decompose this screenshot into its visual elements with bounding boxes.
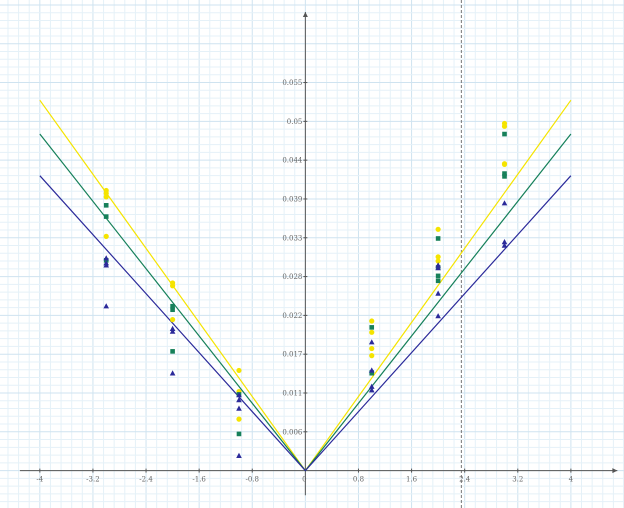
data-point-green xyxy=(502,171,507,176)
data-point-yellow xyxy=(501,123,508,129)
data-point-blue xyxy=(169,370,176,376)
y-tick-label: 0.006 xyxy=(282,428,303,436)
data-point-blue xyxy=(236,452,242,458)
y-axis-arrow xyxy=(302,11,308,17)
data-point-green xyxy=(369,325,375,330)
data-point-blue xyxy=(368,339,375,345)
data-point-green xyxy=(236,431,242,437)
y-tick-label: 0.017 xyxy=(282,351,302,359)
x-tick-label: -2.4 xyxy=(139,476,153,484)
x-tick-label: 2.4 xyxy=(459,476,471,484)
x-tick-label: -1.6 xyxy=(192,476,206,484)
data-point-blue xyxy=(368,383,375,389)
y-tick-label: 0.055 xyxy=(282,79,302,87)
data-point-blue xyxy=(236,405,242,411)
data-point-yellow xyxy=(369,353,375,359)
x-tick-label: -3.2 xyxy=(86,476,100,484)
x-tick-label: 4 xyxy=(569,476,574,484)
x-tick-label: 0.8 xyxy=(353,476,364,484)
data-point-yellow xyxy=(103,194,109,200)
series-line-blue xyxy=(39,175,572,472)
y-tick-label: 0.039 xyxy=(282,195,302,203)
data-point-green xyxy=(369,370,375,376)
data-point-blue xyxy=(169,325,176,331)
data-point-yellow xyxy=(236,367,242,374)
y-tick-label: 0.044 xyxy=(282,157,303,165)
data-point-blue xyxy=(435,313,441,319)
y-tick-label: 0.028 xyxy=(282,273,302,281)
data-point-green xyxy=(435,236,441,241)
data-point-yellow xyxy=(169,283,176,289)
y-tick-label: 0.033 xyxy=(282,234,302,242)
data-point-yellow xyxy=(103,233,109,239)
x-tick-label: -4 xyxy=(36,476,43,484)
data-point-yellow xyxy=(236,416,242,422)
data-point-blue xyxy=(103,303,110,309)
series-points xyxy=(103,120,508,458)
x-tick-label: 3.2 xyxy=(512,476,523,484)
y-tick-label: 0.022 xyxy=(282,312,302,320)
data-point-blue xyxy=(236,397,242,403)
data-point-blue xyxy=(103,262,110,268)
data-point-blue xyxy=(236,392,242,398)
data-point-blue xyxy=(501,200,508,206)
x-tick-label: -0.8 xyxy=(246,476,260,484)
x-axis-arrow xyxy=(612,468,618,474)
tick-labels: -4 -3.2 -2.4 -1.6 -0.8 0 0.8 1.6 2.4 3.2 4 0.006 0.0… xyxy=(36,79,573,484)
data-point-blue xyxy=(169,328,176,334)
data-point-blue xyxy=(368,387,375,393)
data-point-green xyxy=(170,307,175,313)
data-point-green xyxy=(435,278,441,284)
data-point-yellow xyxy=(435,258,441,264)
x-tick-label: 1.6 xyxy=(406,476,418,484)
data-point-green xyxy=(103,214,109,219)
y-tick-label: 0.05 xyxy=(287,118,303,126)
data-point-green xyxy=(435,273,441,279)
data-point-blue xyxy=(435,290,441,296)
data-point-yellow xyxy=(369,329,375,335)
y-tick-label: 0.011 xyxy=(282,389,302,397)
data-point-yellow xyxy=(435,254,441,260)
data-point-yellow xyxy=(435,226,441,232)
x-tick-label: 0 xyxy=(302,476,306,484)
series-lines xyxy=(39,99,572,472)
data-point-blue xyxy=(368,367,375,373)
data-point-blue xyxy=(103,255,110,261)
data-point-blue xyxy=(501,242,508,248)
data-point-yellow xyxy=(369,318,375,324)
data-point-green xyxy=(502,131,507,137)
data-point-blue xyxy=(435,265,441,271)
data-point-green xyxy=(502,174,507,179)
data-point-yellow xyxy=(501,161,508,167)
data-point-blue xyxy=(501,239,508,245)
data-point-green xyxy=(170,349,175,354)
data-point-blue xyxy=(435,262,441,268)
data-point-yellow xyxy=(369,345,375,352)
data-point-green xyxy=(170,303,175,309)
data-point-yellow xyxy=(169,317,176,323)
data-point-green xyxy=(103,203,109,208)
